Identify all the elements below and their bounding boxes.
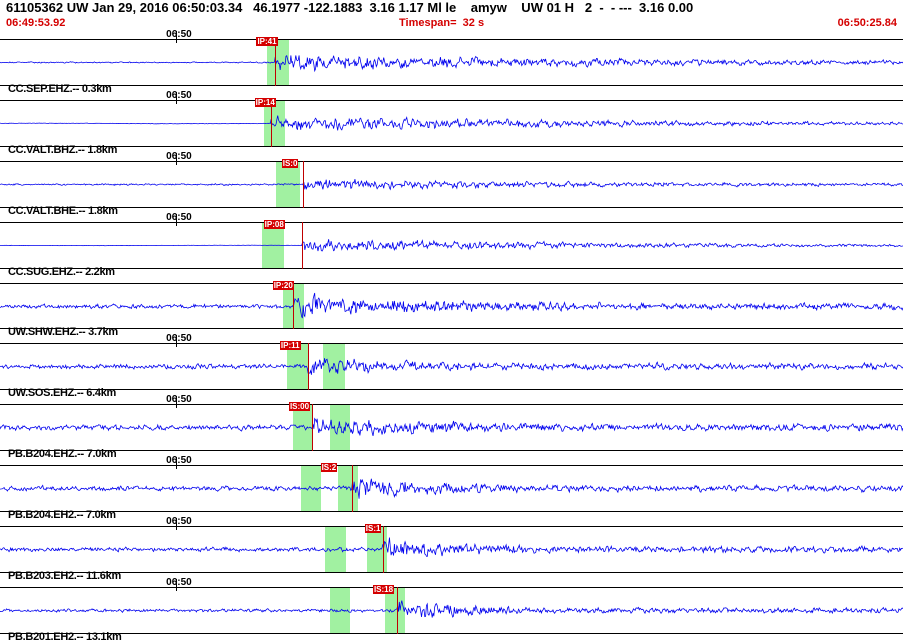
pick-label[interactable]: IP:14 <box>254 97 276 107</box>
time-tick-label: 06:50 <box>166 333 192 345</box>
pick-marker-line[interactable] <box>274 39 276 86</box>
pick-label[interactable]: IP:11 <box>279 341 301 351</box>
waveform-trace <box>0 238 903 252</box>
time-tick <box>176 152 178 165</box>
time-tick <box>176 213 178 226</box>
station-label: CC.SUG.EHZ.-- 2.2km <box>8 265 115 278</box>
pick-window-highlight <box>337 465 359 513</box>
pick-marker-line[interactable] <box>270 99 272 147</box>
pick-marker-line[interactable] <box>352 465 354 513</box>
pick-marker-line[interactable] <box>301 221 303 269</box>
pick-marker-line[interactable] <box>312 404 314 452</box>
waveform-trace <box>0 478 903 500</box>
pick-window-highlight <box>263 99 286 147</box>
pick-window-highlight <box>329 587 351 634</box>
time-tick <box>176 457 178 470</box>
timespan-label: Timespan= 32 s <box>399 17 485 29</box>
start-time-label: 06:49:53.92 <box>6 17 66 29</box>
time-tick <box>176 518 178 531</box>
station-label: PB.B201.EH2.-- 13.1km <box>8 630 122 643</box>
waveform-trace <box>0 600 903 618</box>
waveform-trace <box>0 417 903 437</box>
time-tick-label: 06:50 <box>166 516 192 528</box>
header-bar: 61105362 UW Jan 29, 2016 06:50:03.34 46.… <box>0 0 903 16</box>
trace-row[interactable]: 06:50 IS:00 PB.B204.EHZ.-- 7.0km <box>0 394 903 461</box>
pick-window-highlight <box>384 587 406 634</box>
station-label: CC.VALT.BHZ.-- 1.8km <box>8 143 118 156</box>
station-label: PB.B204.EH2.-- 7.0km <box>8 509 116 522</box>
trace-axes <box>0 404 903 452</box>
trace-panel: 06:50 IP:41 CC.SEP.EHZ.-- 0.3km 06:50 IP:14 C… <box>0 29 903 643</box>
trace-row[interactable]: 06:50 IS:1 PB.B203.EH2.-- 11.6km <box>0 516 903 583</box>
trace-row[interactable]: 06:50 IS:18 PB.B201.EH2.-- 13.1km <box>0 577 903 643</box>
pick-marker-line[interactable] <box>292 282 294 330</box>
time-tick-label: 06:50 <box>166 150 192 162</box>
time-tick <box>176 396 178 409</box>
time-tick <box>176 335 178 348</box>
time-tick-label: 06:50 <box>166 29 192 40</box>
waveform-trace <box>0 292 903 318</box>
event-title: 61105362 UW Jan 29, 2016 06:50:03.34 46.… <box>6 0 694 15</box>
trace-axes <box>0 99 903 147</box>
time-tick <box>176 579 178 592</box>
time-tick-label: 06:50 <box>166 455 192 467</box>
time-tick-label: 06:50 <box>166 394 192 406</box>
pick-label[interactable]: IS:1 <box>364 524 382 534</box>
pick-label[interactable]: IS:0 <box>281 158 299 168</box>
pick-window-highlight <box>287 343 309 391</box>
station-label: CC.VALT.BHE.-- 1.8km <box>8 204 118 217</box>
station-label: PB.B204.EHZ.-- 7.0km <box>8 448 117 461</box>
waveform-trace <box>0 178 903 191</box>
trace-row[interactable]: 06:50 IP:08 CC.SUG.EHZ.-- 2.2km <box>0 211 903 278</box>
station-label: PB.B203.EH2.-- 11.6km <box>8 570 121 583</box>
trace-axes <box>0 526 903 574</box>
trace-row[interactable]: 06:50 IS:0 CC.VALT.BHE.-- 1.8km <box>0 150 903 217</box>
waveform-trace <box>0 115 903 131</box>
time-tick-label: 06:50 <box>166 211 192 223</box>
pick-marker-line[interactable] <box>303 160 305 208</box>
pick-marker-line[interactable] <box>397 587 399 634</box>
time-tick-label: 06:50 <box>166 89 192 101</box>
trace-axes <box>0 587 903 634</box>
trace-row[interactable]: 06:50 IS:2 PB.B204.EH2.-- 7.0km <box>0 455 903 522</box>
waveform-trace <box>0 537 903 557</box>
trace-row[interactable]: 06:50 IP:14 CC.VALT.BHZ.-- 1.8km <box>0 89 903 156</box>
trace-axes <box>0 221 903 269</box>
pick-marker-line[interactable] <box>382 526 384 574</box>
trace-row[interactable]: IP:20 UW.SHW.EHZ.-- 3.7km <box>0 275 903 339</box>
station-label: CC.SEP.EHZ.-- 0.3km <box>8 82 112 95</box>
pick-window-highlight <box>323 343 345 391</box>
pick-marker-line[interactable] <box>307 343 309 391</box>
pick-window-highlight <box>366 526 388 574</box>
pick-label[interactable]: IP:41 <box>256 37 278 46</box>
station-label: UW.SHW.EHZ.-- 3.7km <box>8 326 118 339</box>
pick-window-highlight <box>300 465 322 513</box>
pick-label[interactable]: IP:20 <box>272 280 294 290</box>
time-tick-label: 06:50 <box>166 577 192 589</box>
waveform-trace <box>0 358 903 376</box>
pick-window-highlight <box>292 404 314 452</box>
time-tick <box>176 31 178 43</box>
trace-axes <box>0 160 903 208</box>
pick-label[interactable]: IS:2 <box>320 463 338 473</box>
pick-label[interactable]: IP:08 <box>263 219 285 229</box>
trace-axes <box>0 39 903 86</box>
trace-row[interactable]: 06:50 IP:41 CC.SEP.EHZ.-- 0.3km <box>0 29 903 95</box>
pick-label[interactable]: IS:18 <box>372 585 395 595</box>
end-time-label: 06:50:25.84 <box>837 17 897 29</box>
trace-axes <box>0 465 903 513</box>
trace-row[interactable]: 06:50 IP:11 UW.SOS.EHZ.-- 6.4km <box>0 333 903 400</box>
pick-label[interactable]: IS:00 <box>288 402 311 412</box>
trace-axes <box>0 282 903 330</box>
time-tick <box>176 91 178 104</box>
header-subbar: 06:49:53.92 Timespan= 32 s 06:50:25.84 <box>0 17 903 30</box>
waveform-trace <box>0 54 903 73</box>
station-label: UW.SOS.EHZ.-- 6.4km <box>8 387 116 400</box>
trace-axes <box>0 343 903 391</box>
